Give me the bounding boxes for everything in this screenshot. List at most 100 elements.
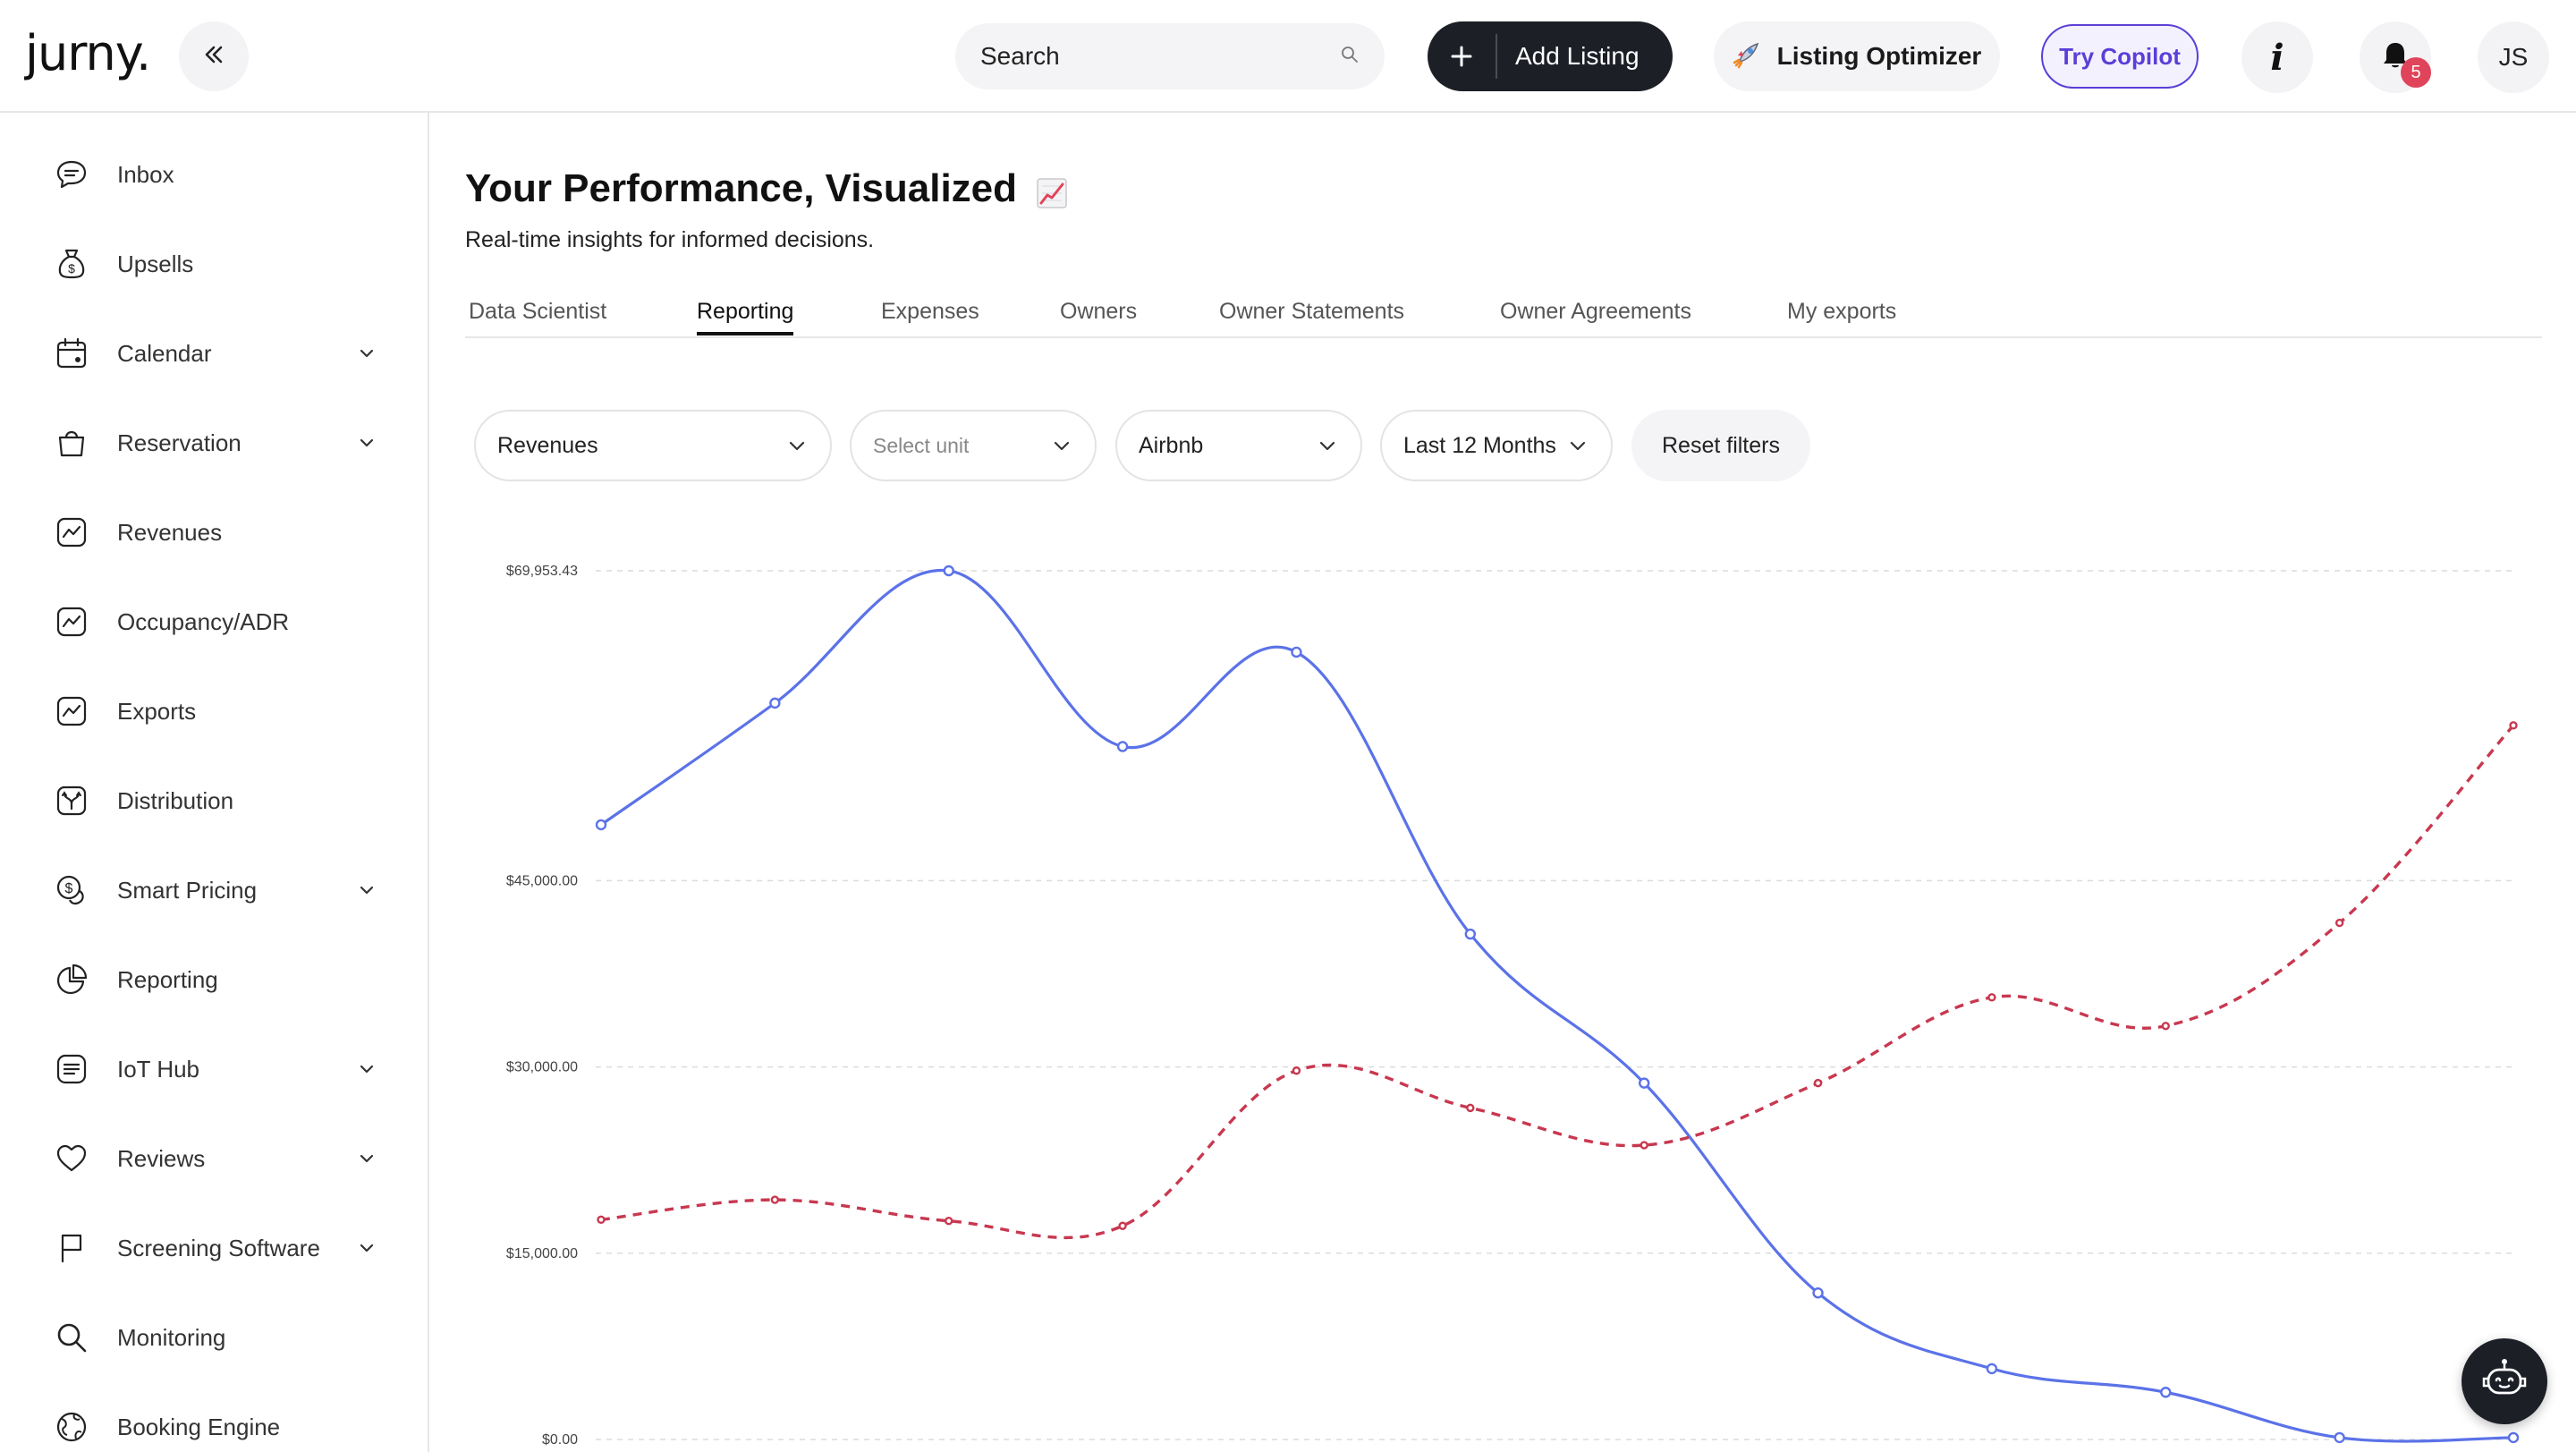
- data-point[interactable]: [595, 819, 607, 831]
- money-bag-icon: $: [52, 244, 91, 284]
- sidebar-item-occupancy-adr[interactable]: Occupancy/ADR: [0, 582, 428, 662]
- tab-reporting[interactable]: Reporting: [697, 299, 794, 335]
- chevron-down-icon: [1566, 434, 1589, 457]
- revenue-line-chart: $69,953.43 $45,000.00 $30,000.00 $15,000.00…: [506, 564, 2520, 1448]
- trend-chart-icon: [52, 602, 91, 641]
- page-title-text: Your Performance, Visualized: [465, 166, 1018, 210]
- metric-select[interactable]: Revenues: [474, 410, 832, 481]
- jurny-logo[interactable]: jurny.: [25, 25, 151, 81]
- chat-bubble-icon: [52, 155, 91, 194]
- metric-select-value: Revenues: [497, 432, 598, 458]
- sidebar-item-label: Booking Engine: [117, 1413, 281, 1440]
- info-button[interactable]: i: [2241, 21, 2313, 93]
- sidebar-item-label: Upsells: [117, 250, 194, 277]
- data-point[interactable]: [1292, 1066, 1301, 1075]
- sidebar-item-calendar[interactable]: Calendar: [0, 313, 428, 394]
- listing-optimizer-button[interactable]: Listing Optimizer: [1714, 21, 2000, 91]
- shopping-bag-icon: [52, 423, 91, 463]
- data-point[interactable]: [2334, 1431, 2345, 1444]
- sidebar-item-reviews[interactable]: Reviews: [0, 1118, 428, 1199]
- sidebar-item-upsells[interactable]: $ Upsells: [0, 224, 428, 304]
- sidebar-item-label: Exports: [117, 697, 197, 725]
- trend-chart-icon: [52, 513, 91, 552]
- data-point[interactable]: [2509, 721, 2518, 730]
- iot-hub-icon: [52, 1049, 91, 1089]
- data-point[interactable]: [943, 565, 954, 577]
- data-point[interactable]: [1813, 1078, 1823, 1088]
- data-point[interactable]: [1640, 1141, 1648, 1150]
- data-point[interactable]: [1464, 928, 1477, 940]
- data-point[interactable]: [1987, 993, 1996, 1002]
- pie-chart-icon: [52, 960, 91, 999]
- data-point[interactable]: [1986, 1363, 1998, 1375]
- data-point[interactable]: [2334, 918, 2344, 928]
- data-point[interactable]: [1466, 1103, 1475, 1113]
- data-point[interactable]: [2507, 1431, 2520, 1444]
- sidebar-item-booking-engine[interactable]: Booking Engine: [0, 1387, 428, 1452]
- chevron-down-icon: [1316, 434, 1339, 457]
- chevron-down-icon[interactable]: [354, 878, 379, 903]
- try-copilot-button[interactable]: Try Copilot: [2041, 24, 2199, 89]
- sidebar-item-screening-software[interactable]: Screening Software: [0, 1208, 428, 1288]
- data-point[interactable]: [2161, 1022, 2170, 1031]
- search-input[interactable]: Search: [955, 23, 1385, 89]
- tab-expenses[interactable]: Expenses: [881, 299, 979, 324]
- sidebar-item-revenues[interactable]: Revenues: [0, 492, 428, 573]
- chevron-down-icon[interactable]: [354, 430, 379, 455]
- chevron-down-icon[interactable]: [354, 1235, 379, 1261]
- rocket-icon: [1733, 38, 1763, 75]
- tab-owner-agreements[interactable]: Owner Agreements: [1500, 299, 1691, 324]
- globe-icon: [52, 1407, 91, 1447]
- sidebar: Inbox $ Upsells Calendar Reservation Rev…: [0, 113, 429, 1452]
- data-point[interactable]: [597, 1215, 606, 1225]
- sidebar-item-label: Calendar: [117, 339, 212, 367]
- period-select[interactable]: Last 12 Months: [1380, 410, 1613, 481]
- notifications-button[interactable]: 5: [2360, 21, 2431, 93]
- unit-select-placeholder: Select unit: [873, 433, 970, 457]
- add-listing-button[interactable]: Add Listing: [1428, 21, 1673, 91]
- sidebar-item-label: Reviews: [117, 1144, 206, 1172]
- sidebar-item-label: Occupancy/ADR: [117, 607, 290, 635]
- sidebar-item-label: Reservation: [117, 429, 242, 456]
- data-point[interactable]: [1116, 741, 1129, 752]
- info-icon: i: [2270, 36, 2284, 79]
- y-tick-label: $15,000.00: [506, 1246, 578, 1261]
- tab-data-scientist[interactable]: Data Scientist: [469, 299, 607, 324]
- sidebar-item-reservation[interactable]: Reservation: [0, 403, 428, 483]
- collapse-sidebar-button[interactable]: [179, 21, 249, 91]
- data-point[interactable]: [770, 1195, 780, 1204]
- sidebar-item-monitoring[interactable]: Monitoring: [0, 1297, 428, 1378]
- period-select-value: Last 12 Months: [1403, 432, 1556, 458]
- sidebar-item-reporting[interactable]: Reporting: [0, 939, 428, 1020]
- sidebar-item-label: Screening Software: [117, 1234, 320, 1261]
- unit-select[interactable]: Select unit: [850, 410, 1097, 481]
- assistant-bot-button[interactable]: [2462, 1338, 2547, 1424]
- listing-optimizer-label: Listing Optimizer: [1776, 42, 1982, 70]
- data-point[interactable]: [1638, 1077, 1650, 1089]
- svg-text:$: $: [68, 261, 75, 276]
- chevron-down-icon[interactable]: [354, 1146, 379, 1171]
- channel-select[interactable]: Airbnb: [1115, 410, 1362, 481]
- data-point[interactable]: [1812, 1287, 1824, 1299]
- data-point[interactable]: [945, 1217, 953, 1226]
- sidebar-item-distribution[interactable]: Distribution: [0, 760, 428, 841]
- data-point[interactable]: [2160, 1387, 2172, 1398]
- reset-filters-button[interactable]: Reset filters: [1631, 410, 1810, 481]
- chevron-down-icon: [785, 434, 809, 457]
- chevron-down-icon[interactable]: [354, 341, 379, 366]
- search-icon: [1340, 45, 1360, 69]
- y-tick-label: $30,000.00: [506, 1060, 578, 1075]
- sidebar-item-exports[interactable]: Exports: [0, 671, 428, 751]
- data-point[interactable]: [1118, 1221, 1127, 1230]
- chevron-down-icon[interactable]: [354, 1057, 379, 1082]
- tab-my-exports[interactable]: My exports: [1787, 299, 1897, 324]
- data-point[interactable]: [769, 697, 781, 709]
- tab-owners[interactable]: Owners: [1060, 299, 1138, 324]
- tab-owner-statements[interactable]: Owner Statements: [1219, 299, 1405, 324]
- plus-icon: [1428, 34, 1497, 79]
- sidebar-item-iot-hub[interactable]: IoT Hub: [0, 1029, 428, 1109]
- sidebar-item-smart-pricing[interactable]: $ Smart Pricing: [0, 850, 428, 930]
- sidebar-item-inbox[interactable]: Inbox: [0, 134, 428, 215]
- data-point[interactable]: [1291, 646, 1302, 658]
- user-avatar[interactable]: JS: [2478, 21, 2549, 93]
